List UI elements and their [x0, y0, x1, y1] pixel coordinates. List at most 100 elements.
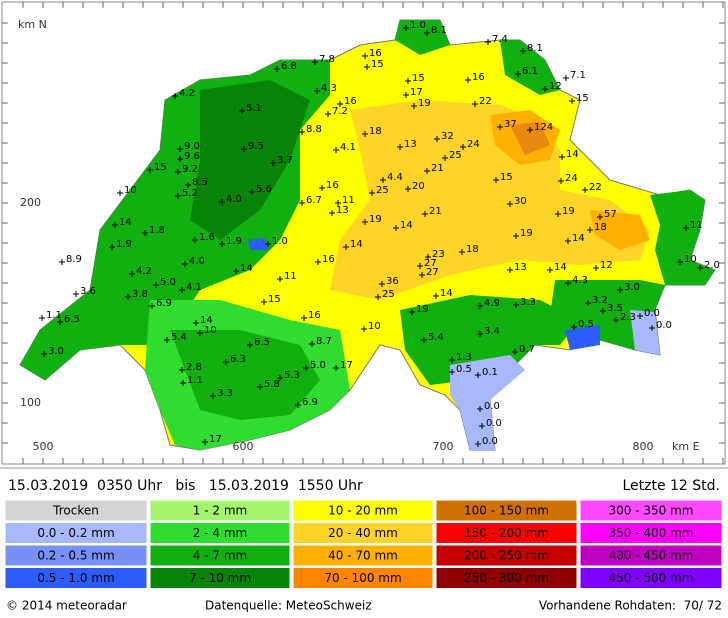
rain-area [330, 100, 650, 300]
station-marker [565, 280, 571, 286]
station-marker [192, 237, 198, 243]
station-value: 0.0 [644, 308, 660, 319]
station-value: 5.0 [310, 360, 326, 371]
station-marker [59, 259, 65, 265]
station-marker [465, 77, 471, 83]
station-value: 24 [565, 173, 578, 184]
station-marker [375, 294, 381, 300]
rain-area [400, 295, 580, 385]
station-value: 19 [520, 228, 533, 239]
station-value: 16 [369, 48, 382, 59]
station-marker [261, 299, 267, 305]
station-value: 4.9 [484, 298, 500, 309]
station-value: 25 [449, 150, 462, 161]
station-marker [512, 349, 518, 355]
legend-swatch [292, 499, 434, 522]
rain-area [170, 330, 320, 420]
x-tick-label: 700 [433, 440, 454, 453]
station-value: 0.5 [456, 364, 472, 375]
station-value: 1.6 [199, 232, 215, 243]
legend-swatch [292, 544, 434, 567]
station-marker [515, 71, 521, 77]
station-value: 3.0 [48, 346, 64, 357]
station-marker [617, 287, 623, 293]
station-marker [325, 111, 331, 117]
station-value: 18 [594, 222, 607, 233]
station-marker [405, 186, 411, 192]
station-value: 0.0 [486, 418, 502, 429]
legend-swatch [149, 499, 291, 522]
legend-label: 40 - 70 mm [328, 549, 398, 563]
legend-swatch [149, 567, 291, 589]
station-marker [39, 315, 45, 321]
station-value: 14 [240, 263, 253, 274]
legend-swatch [435, 567, 578, 589]
station-marker [493, 177, 499, 183]
station-value: 124 [534, 122, 553, 133]
station-marker [233, 268, 239, 274]
station-value: 27 [424, 258, 437, 269]
station-value: 17 [209, 434, 222, 445]
station-marker [182, 261, 188, 267]
station-marker [472, 101, 478, 107]
station-value: 16 [322, 254, 335, 265]
station-value: 21 [429, 206, 442, 217]
station-value: 36 [386, 276, 399, 287]
station-marker [247, 342, 253, 348]
legend-swatch [579, 567, 723, 589]
station-marker [147, 167, 153, 173]
station-value: 6.9 [156, 298, 172, 309]
station-value: 2.0 [704, 260, 720, 271]
station-marker [117, 190, 123, 196]
station-marker [219, 241, 225, 247]
station-value: 4.3 [572, 275, 588, 286]
rain-area [510, 122, 550, 155]
station-marker [337, 101, 343, 107]
station-value: 0.1 [482, 367, 498, 378]
rain-area [190, 80, 310, 240]
station-marker [600, 308, 606, 314]
station-value: 6.8 [281, 61, 297, 72]
station-marker [569, 98, 575, 104]
rain-area [565, 325, 600, 350]
station-marker [559, 154, 565, 160]
legend-swatch [4, 522, 148, 544]
station-marker [333, 365, 339, 371]
station-marker [697, 265, 703, 271]
station-marker [421, 337, 427, 343]
rain-area [650, 190, 715, 285]
station-value: 5.2 [182, 188, 198, 199]
station-marker [164, 337, 170, 343]
station-value: 6.5 [254, 337, 270, 348]
station-value: 25 [376, 185, 389, 196]
station-marker [477, 303, 483, 309]
rain-area [395, 20, 450, 55]
station-value: 6.7 [306, 195, 322, 206]
station-value: 13 [514, 262, 527, 273]
station-value: 16 [472, 72, 485, 83]
station-marker [172, 93, 178, 99]
station-value: 8.5 [192, 177, 208, 188]
station-value: 1.9 [116, 239, 132, 250]
legend-swatch [4, 499, 148, 522]
station-value: 19 [416, 304, 429, 315]
station-marker [175, 169, 181, 175]
station-marker [459, 249, 465, 255]
legend-swatch [292, 567, 434, 589]
station-marker [333, 147, 339, 153]
legend-label: 300 - 350 mm [609, 504, 694, 518]
station-value: 0.7 [519, 344, 535, 355]
station-marker [587, 227, 593, 233]
station-value: 7.8 [319, 54, 335, 65]
legend-label: 150 - 200 mm [464, 526, 549, 540]
station-value: 37 [504, 119, 517, 130]
legend-label: 1 - 2 mm [193, 504, 247, 518]
station-value: 2.3 [620, 312, 636, 323]
station-marker [73, 291, 79, 297]
station-marker [241, 146, 247, 152]
station-marker [364, 64, 370, 70]
station-marker [153, 282, 159, 288]
station-marker [649, 325, 655, 331]
station-value: 9.0 [184, 141, 200, 152]
